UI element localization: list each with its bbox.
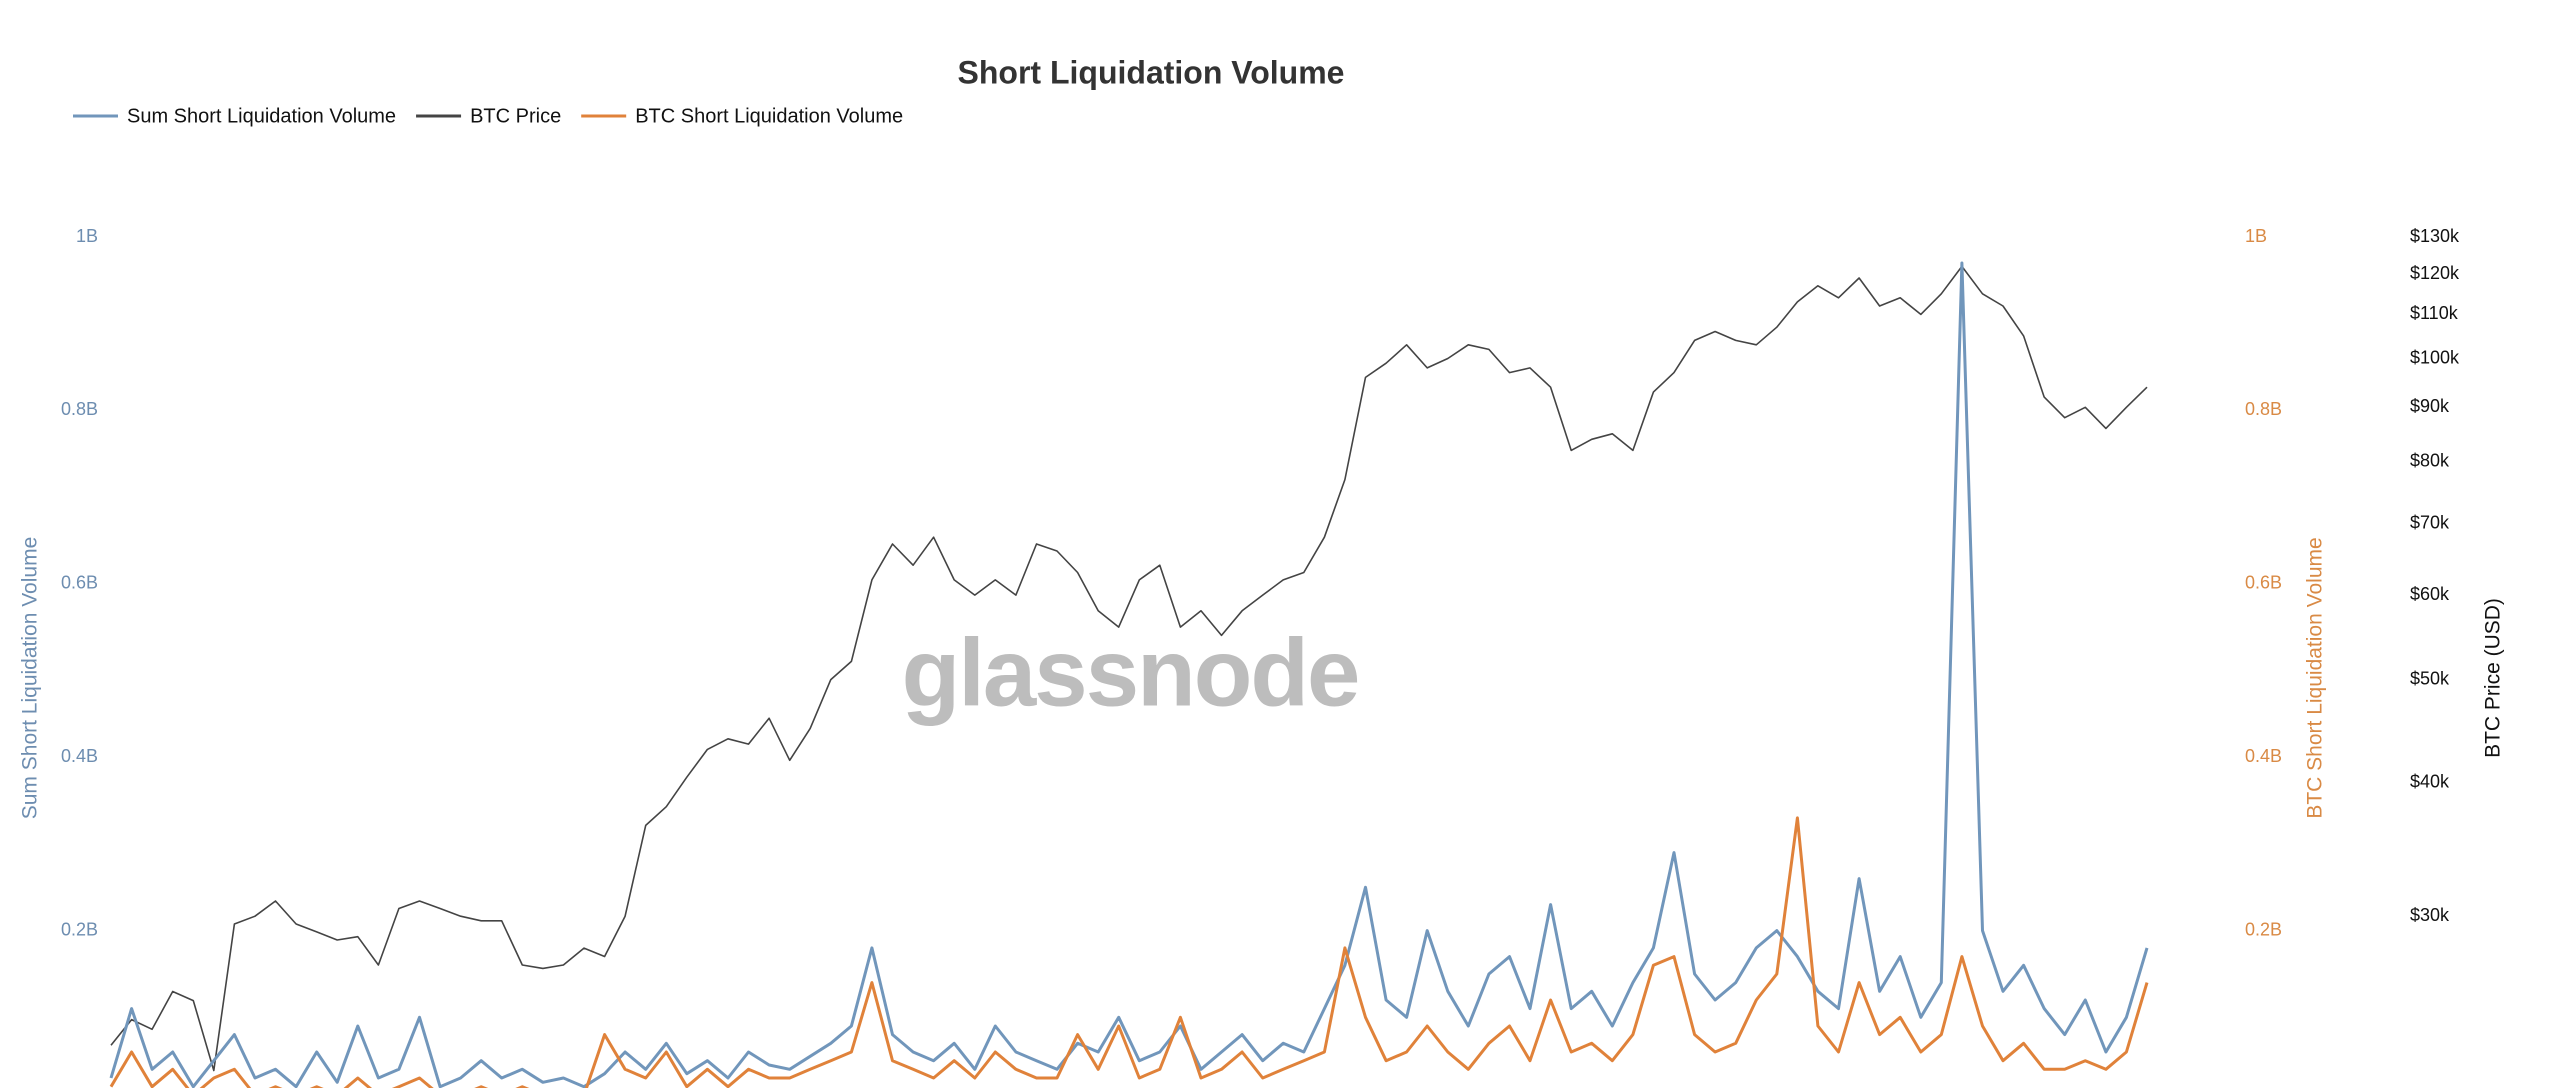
y3-tick-label: $100k — [2410, 347, 2460, 367]
y3-tick-label: $70k — [2410, 512, 2450, 532]
legend-label: BTC Price — [470, 105, 561, 127]
y3-tick-label: $130k — [2410, 226, 2460, 246]
series-line — [109, 261, 2149, 1088]
y-tick-label: 0.2B — [61, 919, 98, 939]
series-line — [109, 816, 2149, 1088]
y2-tick-label: 0.6B — [2245, 573, 2282, 593]
y2-tick-label: 0.8B — [2245, 399, 2282, 419]
y3-tick-label: $50k — [2410, 668, 2450, 688]
legend-label: Sum Short Liquidation Volume — [127, 105, 396, 127]
y-tick-label: 0.4B — [61, 746, 98, 766]
y3-tick-label: $110k — [2410, 303, 2459, 323]
series-line — [110, 265, 2148, 1072]
y3-tick-label: $40k — [2410, 772, 2450, 792]
y2-tick-label: 1B — [2245, 226, 2267, 246]
y3-tick-label: $30k — [2410, 905, 2450, 925]
chart-title: Short Liquidation Volume — [958, 54, 1345, 90]
watermark: glassnode — [902, 619, 1359, 726]
y3-axis-title: BTC Price (USD) — [2482, 598, 2505, 758]
y3-tick-label: $80k — [2410, 451, 2450, 471]
y-axis-title: Sum Short Liquidation Volume — [19, 537, 42, 820]
y2-tick-label: 0.4B — [2245, 746, 2282, 766]
y2-tick-label: 0.2B — [2245, 919, 2282, 939]
y3-tick-label: $60k — [2410, 584, 2450, 604]
legend-label: BTC Short Liquidation Volume — [635, 105, 903, 127]
y-tick-label: 1B — [76, 226, 98, 246]
y3-tick-label: $120k — [2410, 263, 2460, 283]
y3-tick-label: $90k — [2410, 396, 2450, 416]
y-tick-label: 0.8B — [61, 399, 98, 419]
y-tick-label: 0.6B — [61, 573, 98, 593]
y2-axis-title: BTC Short Liquidation Volume — [2304, 537, 2327, 818]
